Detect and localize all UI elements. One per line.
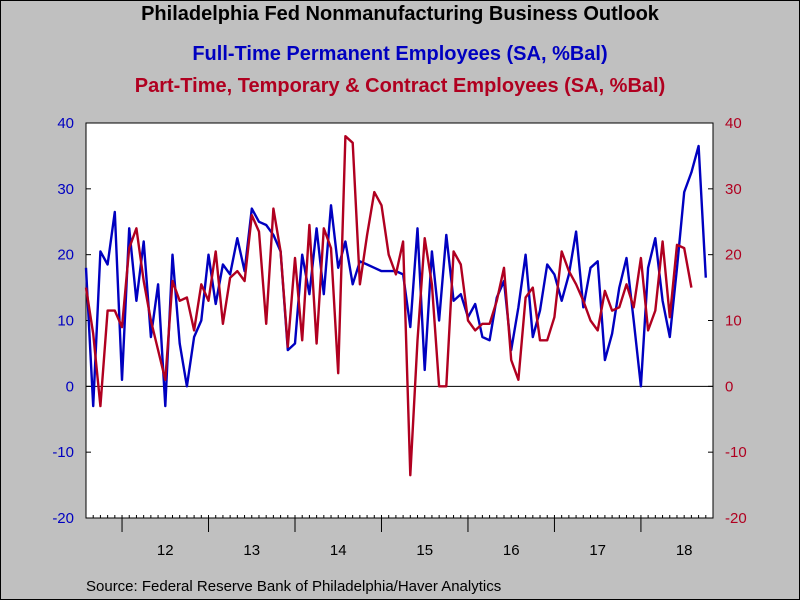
series2-title: Part-Time, Temporary & Contract Employee… [134,75,666,97]
x-tick-label: 12 [157,542,174,559]
x-tick-label: 15 [416,542,433,559]
x-tick-label: 13 [243,542,260,559]
y-tick-label-right: 20 [725,247,742,264]
chart-title: Philadelphia Fed Nonmanufacturing Busine… [141,3,659,25]
y-tick-label-right: 10 [725,313,742,330]
y-tick-label-left: -10 [52,444,74,461]
x-tick-label: 17 [589,542,606,559]
y-tick-label-left: 40 [57,115,74,132]
y-tick-label-left: -20 [52,510,74,527]
plot-area [85,122,714,519]
series1-title: Full-Time Permanent Employees (SA, %Bal) [192,43,608,65]
series-line-part-time [84,134,693,477]
y-tick-label-left: 20 [57,247,74,264]
y-tick-label-right: 0 [725,378,733,395]
y-tick-label-left: 0 [66,378,74,395]
y-tick-label-right: 40 [725,115,742,132]
y-tick-label-left: 10 [57,313,74,330]
x-tick-label: 14 [330,542,347,559]
y-tick-label-right: -10 [725,444,747,461]
x-tick-label: 16 [503,542,520,559]
y-tick-label-right: -20 [725,510,747,527]
source-note: Source: Federal Reserve Bank of Philadel… [86,578,502,595]
y-tick-label-right: 30 [725,181,742,198]
x-tick-label: 18 [676,542,693,559]
y-tick-label-left: 30 [57,181,74,198]
